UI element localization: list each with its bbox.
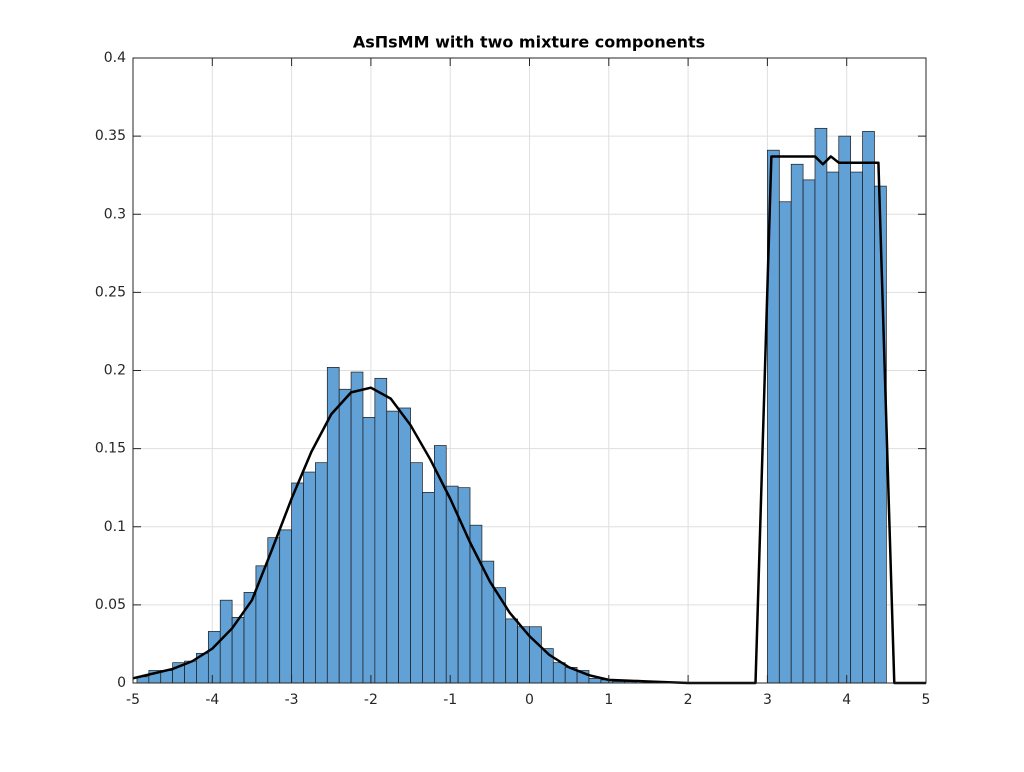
bar [445,485,459,684]
y-tick-label: 0.15 [95,441,126,457]
bar [410,462,423,684]
bar [315,462,328,684]
y-tick-label: 0.1 [104,519,126,535]
bar [207,631,221,684]
bar [338,388,352,684]
y-tick-label: 0.25 [95,284,126,300]
bar [838,135,852,684]
bar [552,662,566,684]
bar [826,171,840,684]
bar [279,529,292,684]
bar [422,492,435,684]
bar [374,377,388,684]
y-tick-label: 0.05 [95,597,126,613]
y-tick-label: 0.35 [95,128,126,144]
bar [386,410,400,684]
bar [362,417,376,684]
bar [326,367,340,684]
bar [243,592,257,684]
bar [850,171,863,684]
bar [862,131,875,684]
bar [457,487,471,684]
bar [350,371,364,684]
y-tick-label: 0.3 [104,206,126,222]
x-tick-label: 1 [604,692,613,708]
bar [267,537,281,684]
x-tick-label: 0 [525,692,534,708]
bar [588,677,602,684]
bar [219,599,233,684]
bar [505,618,518,684]
bar [802,179,816,684]
bar [778,201,792,684]
bar [469,524,483,684]
x-tick-label: 3 [763,692,772,708]
x-tick-label: -4 [205,692,219,708]
bar [529,626,542,684]
y-tick-label: 0 [117,675,126,691]
y-tick-label: 0.4 [104,50,126,66]
x-tick-label: 2 [684,692,693,708]
bar [398,407,411,684]
x-tick-label: -3 [285,692,299,708]
y-tick-label: 0.2 [104,363,126,379]
x-tick-label: 5 [922,692,931,708]
bar [790,163,804,684]
density-line [132,155,926,685]
bar [303,471,316,684]
chart-title: AsΠsMM with two mixture components [353,33,705,52]
bar [291,482,304,684]
bar [814,127,828,684]
x-tick-label: 4 [842,692,851,708]
x-tick-label: -2 [364,692,378,708]
x-tick-label: -1 [443,692,457,708]
x-tick-label: -5 [126,692,140,708]
